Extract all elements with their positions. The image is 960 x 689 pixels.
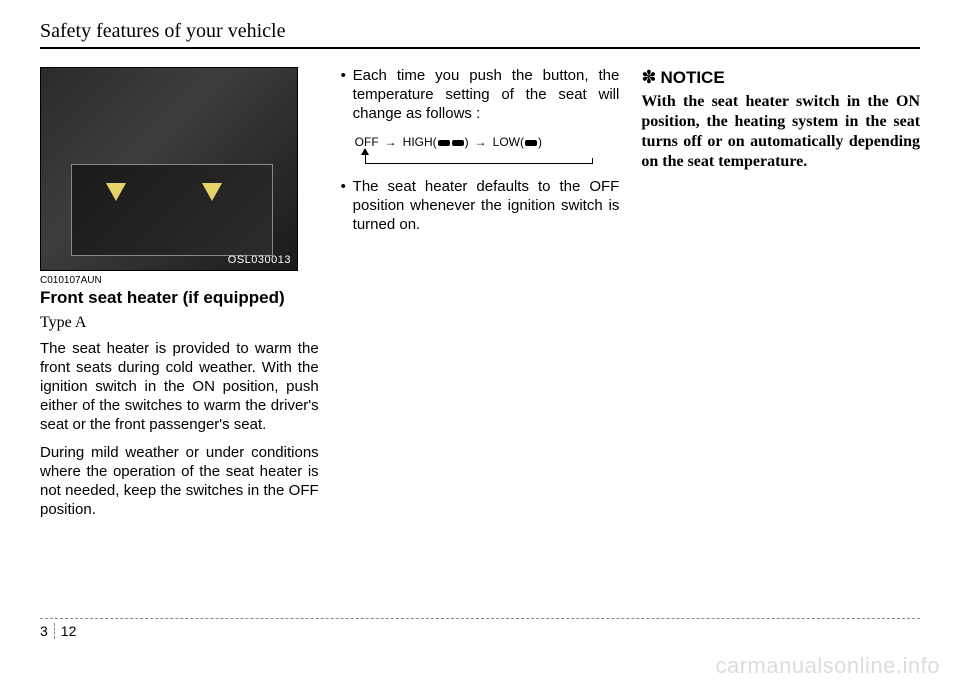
type-label: Type A: [40, 314, 319, 332]
notice-heading: ✽NOTICE: [641, 67, 920, 88]
column-2: • Each time you push the button, the tem…: [341, 67, 620, 530]
indicator-icon: [438, 140, 450, 146]
page-number: 12: [61, 623, 77, 639]
cycle-diagram: OFF → HIGH() → LOW(): [355, 134, 620, 165]
paragraph: During mild weather or under conditions …: [40, 444, 319, 520]
arrow-icon: →: [385, 134, 397, 151]
return-arrow: [355, 152, 593, 164]
column-1: OSL030013 C010107AUN Front seat heater (…: [40, 67, 319, 530]
cycle-low: LOW(): [493, 134, 542, 151]
page-header: Safety features of your vehicle: [40, 20, 920, 43]
header-title: Safety features of your vehicle: [40, 20, 285, 42]
bullet-dot: •: [341, 178, 353, 235]
bullet-item: • The seat heater defaults to the OFF po…: [341, 178, 620, 235]
notice-body: With the seat heater switch in the ON po…: [641, 92, 920, 172]
bullet-item: • Each time you push the button, the tem…: [341, 67, 620, 124]
notice-title: NOTICE: [660, 68, 724, 87]
watermark: carmanualsonline.info: [715, 653, 940, 679]
page: Safety features of your vehicle OSL03001…: [0, 0, 960, 689]
cycle-line: OFF → HIGH() → LOW(): [355, 134, 620, 151]
columns: OSL030013 C010107AUN Front seat heater (…: [40, 67, 920, 530]
cycle-high: HIGH(): [403, 134, 469, 151]
subheading: Front seat heater (if equipped): [40, 288, 319, 308]
column-3: ✽NOTICE With the seat heater switch in t…: [641, 67, 920, 530]
arrow-icon: [106, 183, 126, 201]
figure-code: C010107AUN: [40, 275, 319, 286]
bullet-text: Each time you push the button, the tempe…: [353, 67, 620, 124]
indicator-icon: [452, 140, 464, 146]
arrow-icon: →: [475, 134, 487, 151]
arrow-icon: [202, 183, 222, 201]
figure-label: OSL030013: [228, 254, 291, 266]
figure-inset: [71, 164, 273, 256]
notice-symbol: ✽: [641, 67, 656, 87]
bullet-text: The seat heater defaults to the OFF posi…: [353, 178, 620, 235]
header-rule: [40, 47, 920, 49]
footer-inner: 3 12: [40, 623, 920, 639]
paragraph: The seat heater is provided to warm the …: [40, 340, 319, 434]
bullet-dot: •: [341, 67, 353, 124]
figure-seat-heater: OSL030013: [40, 67, 298, 271]
page-footer: 3 12: [40, 618, 920, 639]
section-number: 3: [40, 623, 55, 639]
indicator-icon: [525, 140, 537, 146]
